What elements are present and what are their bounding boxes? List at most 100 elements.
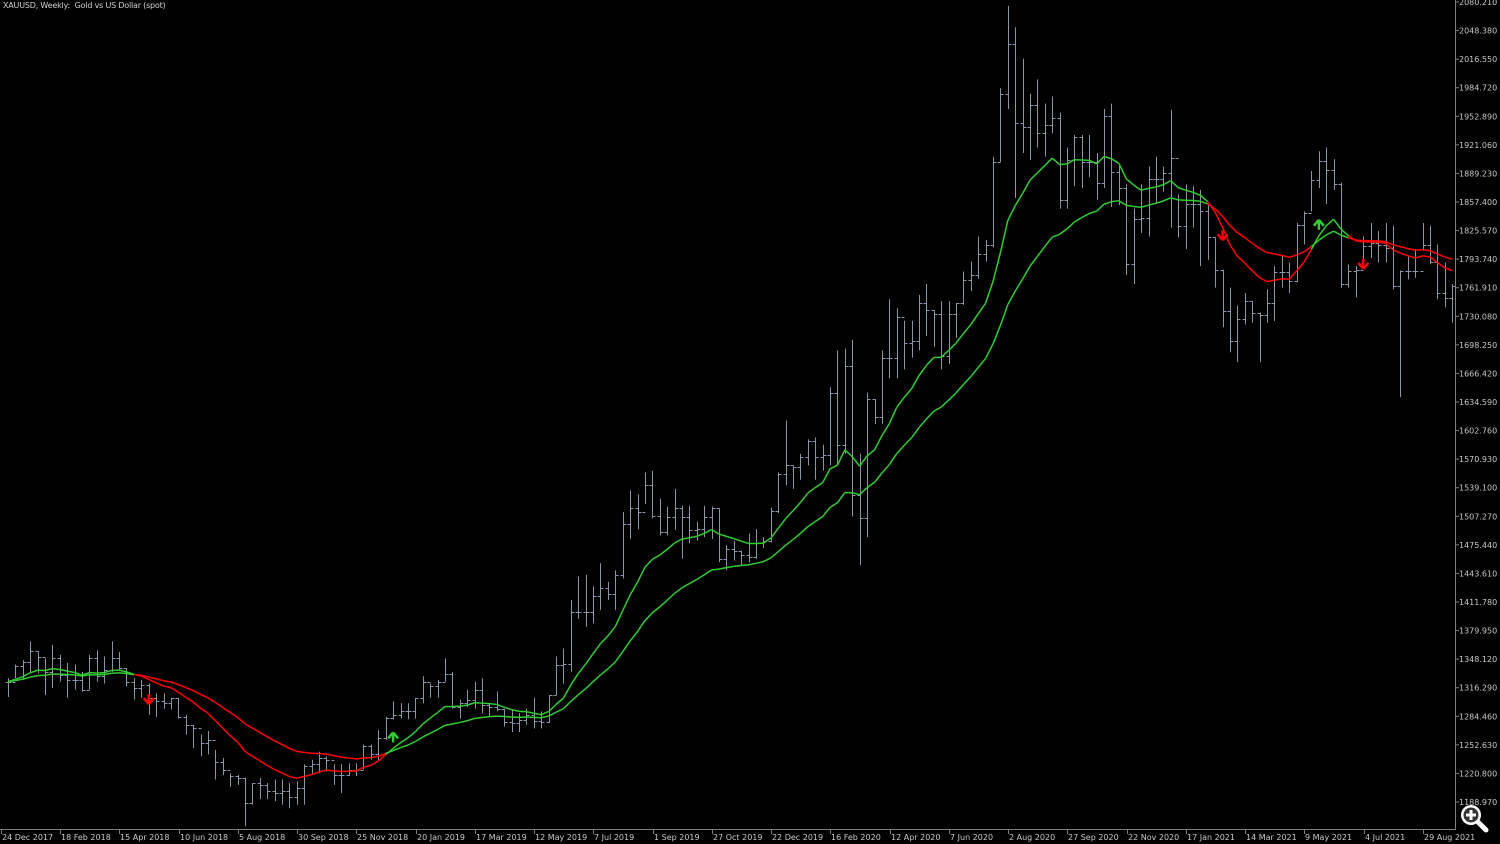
ohlc-bar: [1005, 5, 1012, 110]
slow-ma-segment: [1140, 204, 1149, 208]
slow-ma-segment: [1385, 240, 1394, 246]
slow-ma-segment: [1333, 230, 1342, 236]
ohlc-bar: [242, 777, 249, 827]
ohlc-bar: [279, 779, 286, 805]
slow-ma-segment: [192, 689, 201, 696]
price-tick-label: 1761.910: [1459, 284, 1497, 293]
ohlc-bar: [294, 781, 301, 805]
fast-ma-segment: [844, 449, 853, 458]
fast-ma-segment: [81, 671, 90, 676]
slow-ma-segment: [999, 304, 1009, 326]
slow-ma-segment: [992, 325, 1002, 345]
ohlc-bar: [790, 465, 797, 489]
time-axis[interactable]: 24 Dec 2017 18 Feb 2018 15 Apr 2018 10 Jun …: [1, 829, 1476, 842]
slow-ma-segment: [452, 721, 460, 725]
price-tick-label: 1730.080: [1459, 312, 1497, 321]
slow-ma-segment: [1200, 200, 1209, 205]
fast-ma-segment: [452, 705, 460, 708]
ohlc-bar: [812, 437, 819, 480]
ohlc-bar: [175, 697, 182, 719]
fast-ma-segment: [304, 773, 312, 778]
fast-ma-segment: [1303, 249, 1313, 263]
slow-ma-segment: [274, 740, 283, 746]
slow-ma-segment: [1163, 197, 1172, 202]
slow-ma-segment: [1221, 215, 1231, 227]
ohlc-bar: [257, 777, 264, 800]
slow-ma-segment: [370, 755, 379, 759]
ohlc-bar: [1242, 293, 1249, 325]
fast-ma-segment: [29, 669, 38, 674]
ohlc-bar: [138, 679, 145, 698]
ohlc-bar: [1123, 184, 1130, 276]
slow-ma-segment: [644, 612, 653, 622]
ohlc-bar: [805, 439, 812, 466]
slow-ma-segment: [1259, 247, 1268, 254]
fast-ma-segment: [1125, 178, 1135, 186]
fast-ma-segment: [599, 635, 609, 645]
fast-ma-segment: [104, 669, 112, 674]
ohlc-bar: [509, 709, 516, 732]
ohlc-bar: [494, 691, 501, 712]
ohlc-bar: [1042, 103, 1049, 157]
ohlc-bar: [286, 783, 293, 809]
fast-ma-segment: [1244, 262, 1253, 272]
ohlc-bar: [331, 760, 338, 785]
time-tick-label: 16 Feb 2020: [831, 833, 881, 842]
ohlc-bar: [886, 299, 893, 379]
fast-ma-segment: [1236, 255, 1246, 264]
slow-ma-segment: [836, 492, 846, 504]
slow-ma-segment: [777, 544, 787, 553]
fast-ma-segment: [489, 702, 497, 706]
ohlc-bar: [1079, 135, 1086, 188]
slow-ma-segment: [429, 728, 438, 734]
ohlc-bar: [501, 708, 508, 727]
fast-ma-segment: [622, 594, 631, 612]
fast-ma-segment: [636, 566, 646, 583]
ohlc-bar: [1057, 112, 1064, 209]
fast-ma-segment: [1429, 256, 1438, 264]
ohlc-bar: [901, 317, 908, 370]
ohlc-bar: [375, 730, 382, 760]
slow-ma-segment: [681, 582, 690, 589]
fast-ma-segment: [15, 675, 24, 681]
fast-ma-segment: [629, 581, 639, 596]
slow-ma-segment: [1229, 225, 1238, 234]
price-axis[interactable]: 2080.210 2048.380 2016.550 1984.720 1952.890…: [1455, 0, 1497, 807]
fast-ma-segment: [311, 771, 320, 776]
ohlc-bar: [486, 703, 493, 717]
fast-ma-segment: [1333, 218, 1342, 230]
fast-ma-segment: [326, 769, 334, 772]
fast-ma-segment: [1192, 191, 1201, 196]
ohlc-bar: [309, 759, 316, 776]
fast-ma-segment: [89, 671, 97, 674]
time-tick-label: 10 Jun 2018: [180, 833, 228, 842]
time-tick-label: 5 Aug 2018: [239, 833, 285, 842]
fast-ma-segment: [518, 710, 527, 713]
ohlc-bar: [612, 570, 619, 610]
slow-ma-segment: [1392, 244, 1401, 248]
slow-ma-segment: [940, 399, 950, 408]
fast-ma-segment: [762, 537, 772, 544]
time-tick-label: 18 Feb 2018: [61, 833, 111, 842]
ohlc-bar: [435, 679, 442, 698]
zoom-in-magnifier-icon[interactable]: [1456, 800, 1490, 834]
fast-ma-segment: [1007, 205, 1016, 221]
ohlc-bar: [649, 470, 656, 519]
slow-ma-segment: [141, 674, 149, 678]
fast-ma-segment: [1059, 163, 1068, 166]
fast-ma-segment: [392, 742, 401, 750]
ohlc-bar: [923, 284, 930, 337]
ohlc-bar: [701, 505, 708, 538]
slow-ma-segment: [237, 716, 246, 725]
arrow-up-icon: [1312, 219, 1325, 230]
ohlc-bar: [938, 301, 945, 370]
slow-ma-segment: [984, 343, 994, 359]
slow-ma-segment: [748, 562, 757, 566]
slow-ma-segment: [918, 418, 927, 429]
slow-ma-segment: [289, 747, 298, 753]
fast-ma-segment: [562, 684, 572, 699]
slow-ma-segment: [1074, 216, 1083, 223]
fast-ma-segment: [422, 717, 431, 725]
slow-ma-segment: [1126, 204, 1134, 208]
